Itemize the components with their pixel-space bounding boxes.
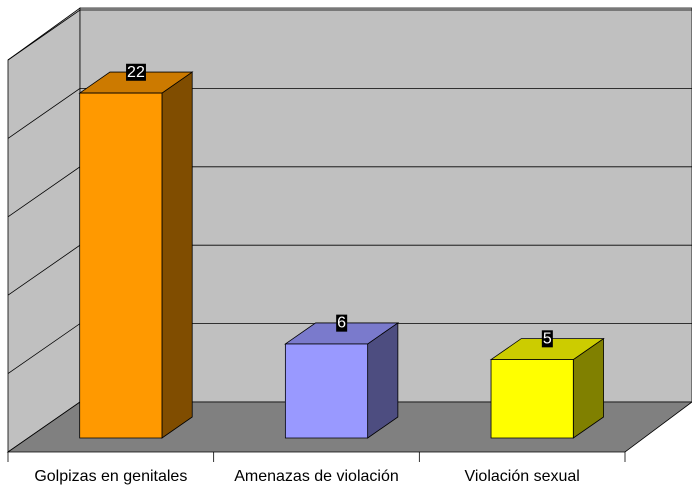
- data-label: 6: [337, 315, 346, 332]
- data-label: 5: [543, 330, 552, 347]
- x-tick-label: Amenazas de violación: [234, 468, 399, 485]
- grid-line: [7, 9, 692, 61]
- side-wall: [7, 7, 81, 453]
- bar: [490, 359, 574, 439]
- bar-side: [161, 71, 193, 439]
- data-label: 22: [127, 64, 145, 81]
- x-tick-label: Golpizas en genitales: [34, 468, 187, 485]
- grid-line: [7, 88, 692, 139]
- bar: [284, 343, 369, 439]
- data-label-bg: [336, 314, 348, 332]
- data-label-bg: [541, 330, 553, 348]
- x-tick-label: Violación sexual: [464, 468, 579, 485]
- bar: [79, 92, 163, 439]
- data-label-bg: [126, 63, 146, 81]
